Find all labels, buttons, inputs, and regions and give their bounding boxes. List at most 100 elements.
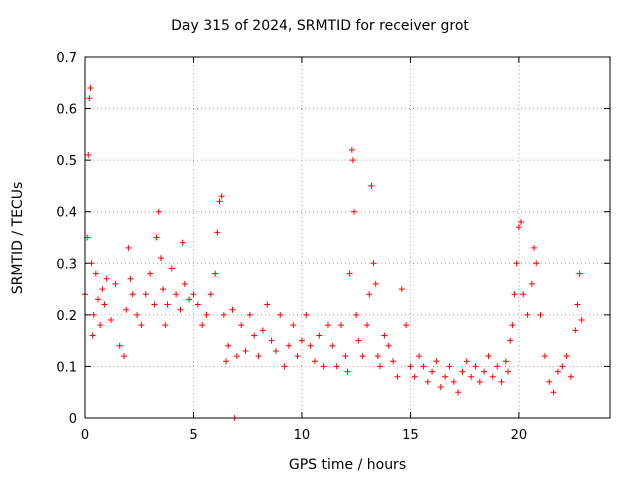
- data-point: [420, 363, 427, 370]
- data-point: [151, 301, 158, 308]
- data-point: [359, 353, 366, 360]
- data-point: [468, 373, 475, 380]
- data-point: [507, 337, 514, 344]
- data-point: [285, 342, 292, 349]
- data-point: [259, 327, 266, 334]
- data-point: [311, 358, 318, 365]
- data-point: [103, 275, 110, 282]
- data-point: [424, 378, 431, 385]
- data-point: [333, 363, 340, 370]
- data-point: [455, 389, 462, 396]
- data-point: [233, 353, 240, 360]
- data-point: [513, 260, 520, 267]
- data-point: [489, 373, 496, 380]
- data-point: [121, 353, 128, 360]
- data-point: [298, 337, 305, 344]
- data-point: [277, 311, 284, 318]
- data-point: [505, 368, 512, 375]
- data-point: [509, 322, 516, 329]
- data-point: [134, 311, 141, 318]
- grid-lines: [85, 57, 610, 418]
- y-tick-label: 0.5: [56, 154, 77, 169]
- data-point: [344, 368, 351, 375]
- data-point: [394, 373, 401, 380]
- data-point: [216, 198, 223, 205]
- data-point: [307, 342, 314, 349]
- y-tick-label: 0.4: [56, 206, 77, 221]
- x-tick-label: 10: [294, 428, 311, 443]
- data-point: [515, 224, 522, 231]
- plot-frame: [84, 56, 611, 419]
- data-point: [290, 322, 297, 329]
- data-point: [324, 322, 331, 329]
- data-point: [99, 286, 106, 293]
- data-point: [572, 327, 579, 334]
- data-point: [348, 146, 355, 153]
- data-point: [351, 208, 358, 215]
- data-point: [225, 342, 232, 349]
- data-point: [463, 358, 470, 365]
- data-point: [190, 291, 197, 298]
- data-point: [407, 363, 414, 370]
- x-tick-label: 15: [402, 428, 419, 443]
- data-point: [416, 353, 423, 360]
- chart-title: Day 315 of 2024, SRMTID for receiver gro…: [171, 18, 469, 34]
- x-tick-label: 5: [189, 428, 197, 443]
- data-point: [212, 270, 219, 277]
- data-point: [179, 239, 186, 246]
- data-point: [576, 270, 583, 277]
- data-point: [366, 291, 373, 298]
- data-point: [316, 332, 323, 339]
- data-point: [364, 322, 371, 329]
- data-point: [385, 342, 392, 349]
- data-point: [160, 286, 167, 293]
- data-point: [168, 265, 175, 272]
- data-point: [442, 373, 449, 380]
- y-tick-label: 0.6: [56, 103, 77, 118]
- data-point: [498, 378, 505, 385]
- data-point: [186, 296, 193, 303]
- data-point: [511, 291, 518, 298]
- data-point: [502, 358, 509, 365]
- data-point: [116, 342, 123, 349]
- data-point: [92, 270, 99, 277]
- data-point: [459, 368, 466, 375]
- data-point: [476, 378, 483, 385]
- data-point: [255, 353, 262, 360]
- data-point: [403, 322, 410, 329]
- data-point: [374, 353, 381, 360]
- data-point: [101, 301, 108, 308]
- data-point: [450, 378, 457, 385]
- data-point: [203, 311, 210, 318]
- data-point: [381, 332, 388, 339]
- data-point: [138, 322, 145, 329]
- x-axis-label: GPS time / hours: [288, 457, 407, 473]
- data-point: [320, 363, 327, 370]
- data-point: [528, 280, 535, 287]
- data-point: [95, 296, 102, 303]
- data-point: [177, 306, 184, 313]
- data-point: [281, 363, 288, 370]
- y-tick-label: 0: [69, 412, 77, 427]
- y-tick-label: 0.2: [56, 309, 77, 324]
- y-tick-label: 0.7: [56, 51, 77, 66]
- data-point: [123, 306, 130, 313]
- data-point: [251, 332, 258, 339]
- data-point: [518, 219, 525, 226]
- data-point: [294, 353, 301, 360]
- data-point: [574, 301, 581, 308]
- data-point: [433, 358, 440, 365]
- data-point: [372, 280, 379, 287]
- data-point: [194, 301, 201, 308]
- data-point: [481, 368, 488, 375]
- data-point: [411, 373, 418, 380]
- data-point: [377, 363, 384, 370]
- data-point: [153, 234, 160, 241]
- data-point: [524, 311, 531, 318]
- data-point: [567, 373, 574, 380]
- data-point: [207, 291, 214, 298]
- x-tick-label: 0: [81, 428, 89, 443]
- data-point: [353, 311, 360, 318]
- data-point: [368, 182, 375, 189]
